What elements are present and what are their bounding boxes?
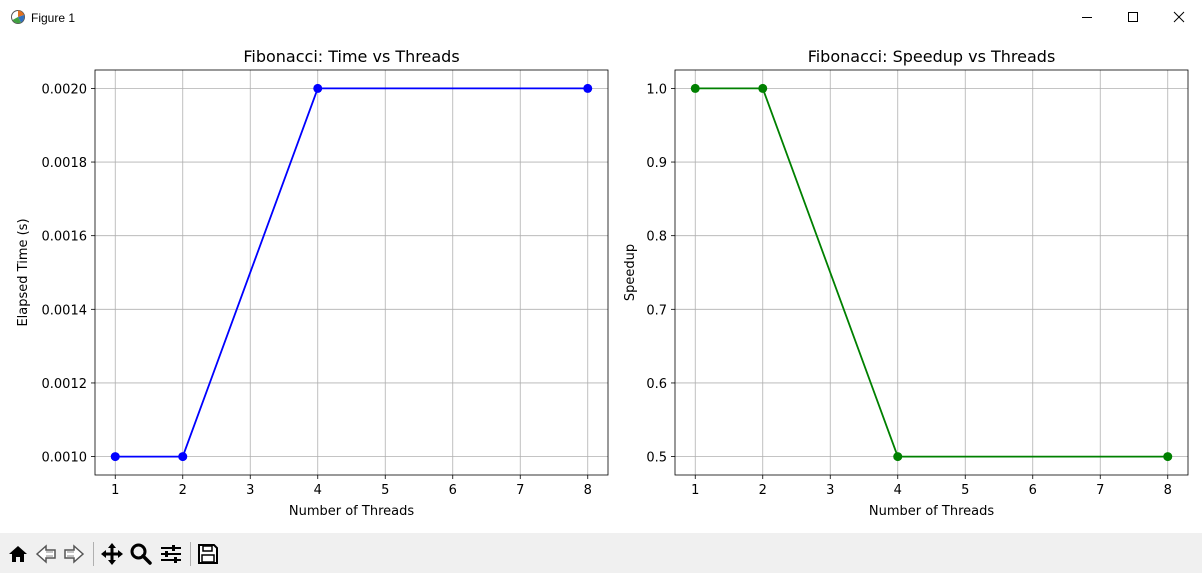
- chart1-title: Fibonacci: Time vs Threads: [243, 47, 459, 66]
- chart2-axes-frame: [674, 69, 1189, 476]
- chart2-x-tick-label: 1: [691, 483, 699, 498]
- chart1-x-tick-label: 6: [449, 483, 457, 498]
- chart2-x-tick-label: 3: [826, 483, 834, 498]
- chart1-x-tick-label: 5: [381, 483, 389, 498]
- chart1-x-tick-label: 4: [314, 483, 322, 498]
- chart1-y-tick-label: 0.0014: [42, 303, 88, 318]
- home-icon: [9, 546, 27, 562]
- chart1-y-tick-label: 0.0020: [42, 82, 88, 97]
- chart1-x-tick-label: 3: [246, 483, 254, 498]
- chart2-y-axis-label: Speedup: [623, 244, 638, 301]
- chart2-y-tick-label: 0.8: [646, 230, 667, 245]
- chart1-data-point: [110, 452, 120, 462]
- chart1-y-tick-label: 0.0016: [42, 230, 88, 245]
- back-icon: [35, 544, 56, 564]
- chart2-y-tick-label: 0.5: [646, 451, 667, 466]
- title-bar: Figure 1: [0, 0, 1202, 34]
- zoom-button[interactable]: [128, 541, 154, 567]
- toolbar-separator: [93, 542, 94, 566]
- chart1-y-tick-label: 0.0010: [42, 451, 88, 466]
- minimize-button[interactable]: [1064, 0, 1110, 34]
- maximize-icon: [1128, 12, 1138, 22]
- figure-canvas[interactable]: 1 2 3 4 5 6 7 8 0.0010 0.0012 0.0014 0.0016 0.0018 0.…: [0, 34, 1202, 533]
- chart2-y-tick-label: 0.6: [646, 377, 667, 392]
- save-icon: [198, 544, 218, 564]
- chart1-data-point: [583, 83, 593, 93]
- pan-icon: [101, 543, 123, 565]
- chart2-x-axis-label: Number of Threads: [869, 504, 994, 519]
- chart2-data-point: [1163, 452, 1173, 462]
- matplotlib-app-icon: [11, 10, 25, 24]
- figure-svg: 1 2 3 4 5 6 7 8 0.0010 0.0012 0.0014 0.0016 0.0018 0.…: [16, 47, 1189, 519]
- chart1-y-axis-label: Elapsed Time (s): [16, 218, 31, 326]
- chart2-data-point: [758, 83, 768, 93]
- save-button[interactable]: [195, 541, 221, 567]
- chart1-data-point: [178, 452, 188, 462]
- chart2-x-tick-label: 8: [1164, 483, 1172, 498]
- toolbar-separator: [190, 542, 191, 566]
- chart2-y-tick-label: 0.9: [646, 156, 667, 171]
- close-icon: [1173, 11, 1185, 23]
- back-button[interactable]: [33, 541, 59, 567]
- chart2-x-tick-label: 5: [961, 483, 969, 498]
- navigation-toolbar: [0, 533, 1202, 573]
- chart1-data-point: [313, 83, 323, 93]
- chart2-y-tick-label: 0.7: [646, 303, 667, 318]
- minimize-icon: [1082, 17, 1092, 18]
- chart2-data-point: [690, 83, 700, 93]
- chart2-x-tick-label: 7: [1096, 483, 1104, 498]
- chart2-data-point: [893, 452, 903, 462]
- forward-button[interactable]: [61, 541, 87, 567]
- chart1-series-line: [115, 87, 588, 458]
- close-button[interactable]: [1156, 0, 1202, 34]
- chart1-axes-frame: [94, 69, 609, 476]
- chart1-x-tick-label: 7: [516, 483, 524, 498]
- chart1-x-tick-label: 2: [179, 483, 187, 498]
- home-button[interactable]: [5, 541, 31, 567]
- chart1-x-axis-label: Number of Threads: [289, 504, 414, 519]
- zoom-icon: [130, 543, 152, 565]
- forward-icon: [64, 544, 85, 564]
- chart1-x-tick-label: 8: [584, 483, 592, 498]
- chart2-title: Fibonacci: Speedup vs Threads: [808, 47, 1056, 66]
- chart2-series-line: [695, 87, 1168, 458]
- chart2-y-tick-label: 1.0: [646, 82, 667, 97]
- chart2-x-tick-label: 4: [894, 483, 902, 498]
- chart1-y-tick-label: 0.0018: [42, 156, 88, 171]
- configure-subplots-button[interactable]: [158, 541, 184, 567]
- pan-button[interactable]: [99, 541, 125, 567]
- chart2-x-tick-label: 6: [1029, 483, 1037, 498]
- maximize-button[interactable]: [1110, 0, 1156, 34]
- window-title: Figure 1: [31, 11, 76, 25]
- chart1-x-tick-label: 1: [111, 483, 119, 498]
- chart1-y-tick-label: 0.0012: [42, 377, 88, 392]
- chart2-x-tick-label: 2: [759, 483, 767, 498]
- configure-subplots-icon: [161, 545, 181, 563]
